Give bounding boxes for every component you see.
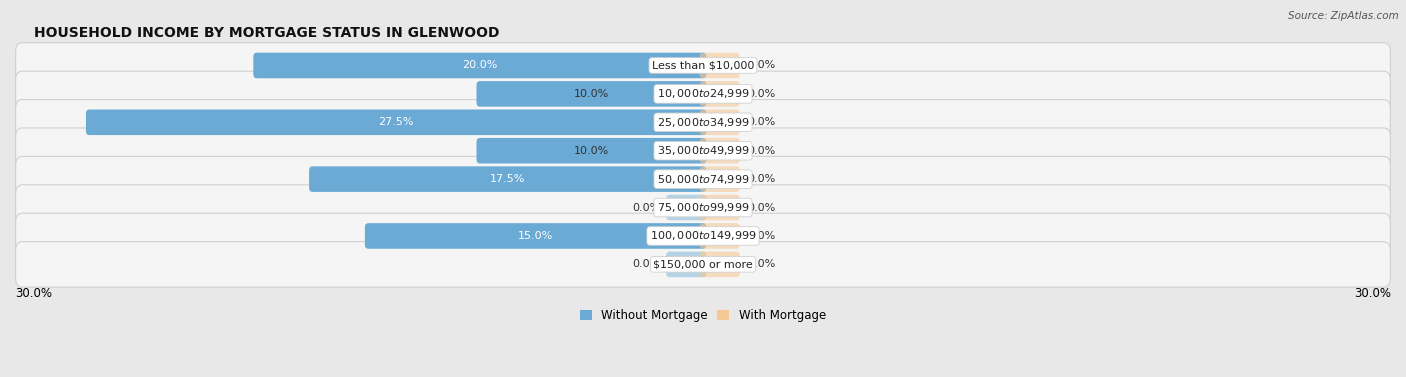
Text: $35,000 to $49,999: $35,000 to $49,999: [657, 144, 749, 157]
FancyBboxPatch shape: [15, 213, 1391, 259]
Text: Source: ZipAtlas.com: Source: ZipAtlas.com: [1288, 11, 1399, 21]
Text: $25,000 to $34,999: $25,000 to $34,999: [657, 116, 749, 129]
Text: $75,000 to $99,999: $75,000 to $99,999: [657, 201, 749, 214]
FancyBboxPatch shape: [700, 53, 740, 78]
FancyBboxPatch shape: [15, 185, 1391, 230]
Text: 0.0%: 0.0%: [748, 259, 776, 270]
Text: $50,000 to $74,999: $50,000 to $74,999: [657, 173, 749, 185]
FancyBboxPatch shape: [700, 251, 740, 277]
Text: HOUSEHOLD INCOME BY MORTGAGE STATUS IN GLENWOOD: HOUSEHOLD INCOME BY MORTGAGE STATUS IN G…: [34, 26, 499, 40]
FancyBboxPatch shape: [309, 166, 706, 192]
FancyBboxPatch shape: [700, 81, 740, 107]
Text: 0.0%: 0.0%: [748, 231, 776, 241]
FancyBboxPatch shape: [700, 166, 740, 192]
Text: 0.0%: 0.0%: [748, 174, 776, 184]
FancyBboxPatch shape: [15, 128, 1391, 173]
FancyBboxPatch shape: [253, 53, 706, 78]
Text: Less than $10,000: Less than $10,000: [652, 60, 754, 70]
Legend: Without Mortgage, With Mortgage: Without Mortgage, With Mortgage: [575, 304, 831, 327]
FancyBboxPatch shape: [366, 223, 706, 249]
Text: 27.5%: 27.5%: [378, 117, 413, 127]
Text: 15.0%: 15.0%: [517, 231, 553, 241]
FancyBboxPatch shape: [700, 195, 740, 220]
Text: 17.5%: 17.5%: [491, 174, 526, 184]
FancyBboxPatch shape: [15, 43, 1391, 88]
FancyBboxPatch shape: [15, 156, 1391, 202]
FancyBboxPatch shape: [666, 251, 706, 277]
Text: 20.0%: 20.0%: [463, 60, 498, 70]
Text: $100,000 to $149,999: $100,000 to $149,999: [650, 230, 756, 242]
Text: $150,000 or more: $150,000 or more: [654, 259, 752, 270]
FancyBboxPatch shape: [700, 223, 740, 249]
FancyBboxPatch shape: [477, 81, 706, 107]
Text: 0.0%: 0.0%: [748, 202, 776, 213]
Text: 0.0%: 0.0%: [748, 146, 776, 156]
FancyBboxPatch shape: [15, 100, 1391, 145]
Text: 0.0%: 0.0%: [633, 259, 661, 270]
FancyBboxPatch shape: [700, 138, 740, 164]
Text: $10,000 to $24,999: $10,000 to $24,999: [657, 87, 749, 100]
Text: 0.0%: 0.0%: [633, 202, 661, 213]
FancyBboxPatch shape: [15, 71, 1391, 116]
Text: 10.0%: 10.0%: [574, 89, 609, 99]
FancyBboxPatch shape: [86, 109, 706, 135]
Text: 0.0%: 0.0%: [748, 117, 776, 127]
FancyBboxPatch shape: [666, 195, 706, 220]
Text: 10.0%: 10.0%: [574, 146, 609, 156]
Text: 0.0%: 0.0%: [748, 60, 776, 70]
FancyBboxPatch shape: [15, 242, 1391, 287]
Text: 0.0%: 0.0%: [748, 89, 776, 99]
FancyBboxPatch shape: [477, 138, 706, 164]
FancyBboxPatch shape: [700, 109, 740, 135]
